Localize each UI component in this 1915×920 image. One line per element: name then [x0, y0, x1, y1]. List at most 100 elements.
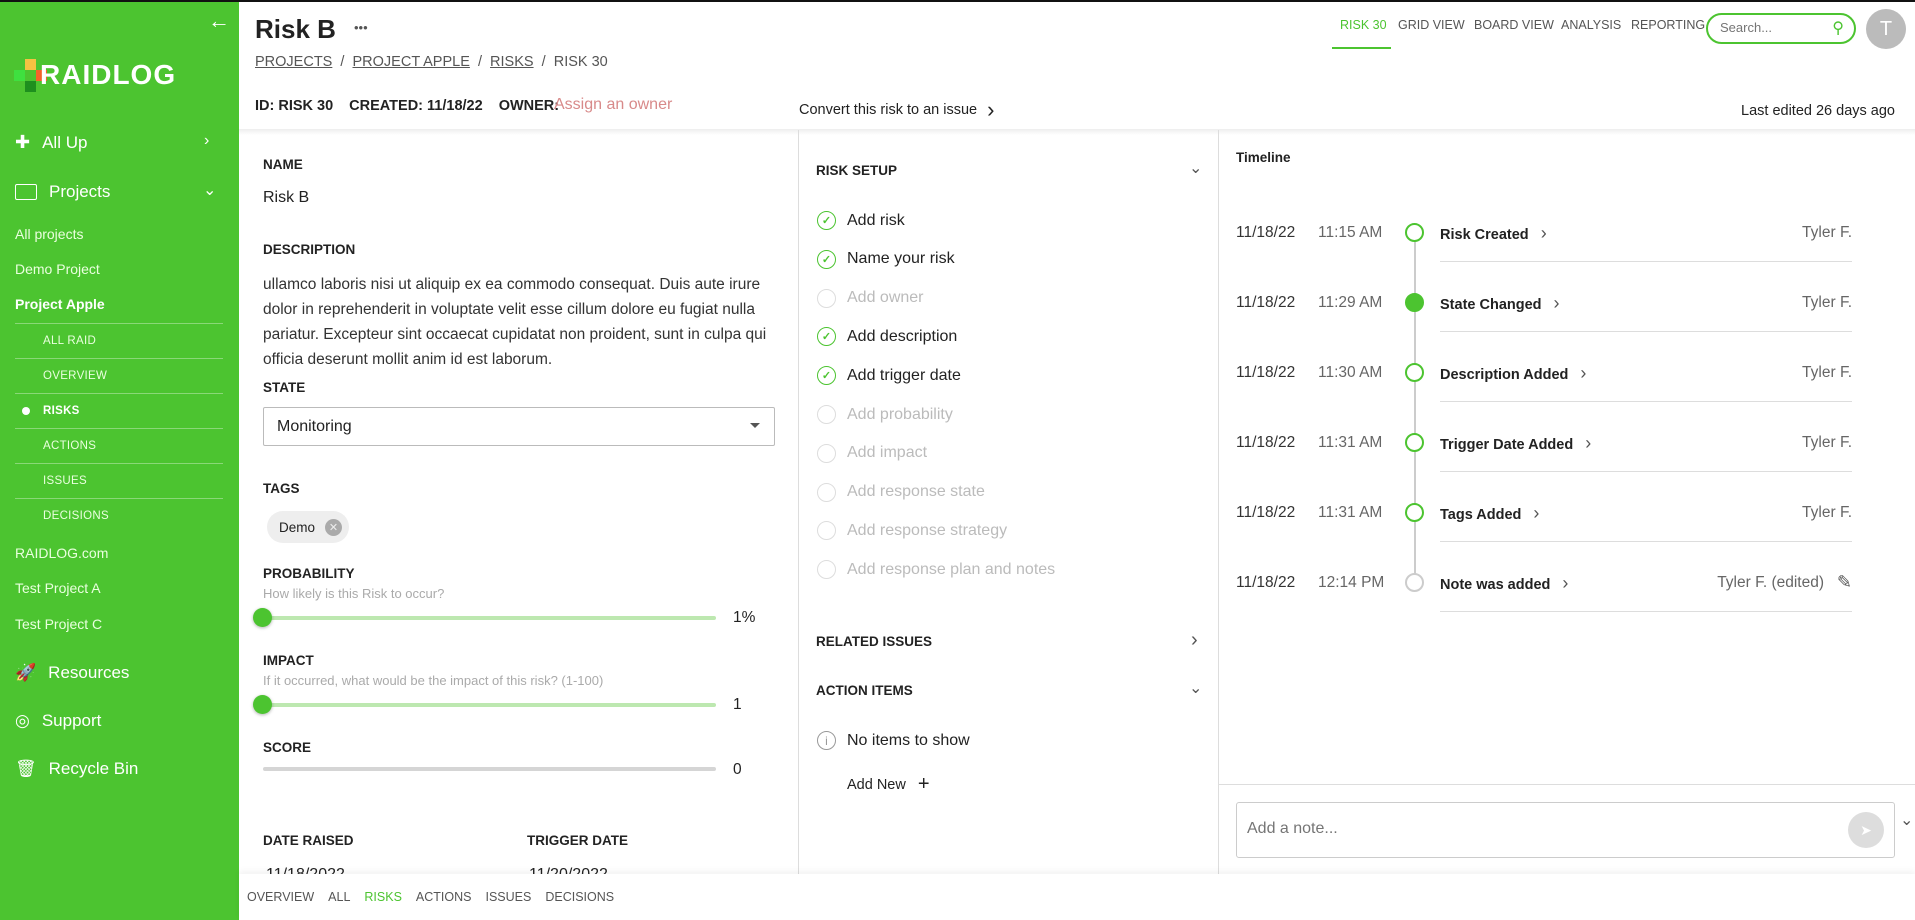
- empty-circle-icon: ✓: [817, 521, 836, 541]
- breadcrumb-project-apple[interactable]: PROJECT APPLE: [352, 54, 470, 70]
- search-icon[interactable]: ⚲: [1832, 20, 1844, 37]
- setup-item[interactable]: ✓ Add risk: [817, 211, 905, 230]
- impact-label: IMPACT: [263, 653, 314, 668]
- nav-recycle-bin[interactable]: 🗑 Recycle Bin: [15, 759, 139, 778]
- setup-item[interactable]: ✓Add response state: [817, 482, 985, 502]
- probability-value: 1%: [733, 609, 756, 626]
- timeline-event[interactable]: Risk Created ›: [1440, 223, 1547, 243]
- nav-support[interactable]: ◎ Support: [15, 711, 102, 730]
- nav-all-up[interactable]: ✚ All Up: [15, 132, 88, 152]
- nav-projects[interactable]: Projects: [15, 182, 110, 202]
- tags-label: TAGS: [263, 481, 300, 496]
- timeline-event[interactable]: State Changed ›: [1440, 293, 1560, 313]
- setup-item[interactable]: ✓ Add trigger date: [817, 366, 961, 386]
- page-title: Risk B: [255, 14, 336, 44]
- risk-name[interactable]: Risk B: [263, 189, 310, 206]
- note-box[interactable]: ➤: [1236, 802, 1895, 858]
- timeline-event[interactable]: Description Added ›: [1440, 363, 1587, 383]
- chevron-down-icon[interactable]: ⌄: [203, 182, 217, 199]
- nav-overview[interactable]: OVERVIEW: [15, 358, 223, 393]
- state-select[interactable]: Monitoring: [263, 407, 775, 446]
- nav-all-projects[interactable]: All projects: [15, 226, 84, 242]
- breadcrumb-projects[interactable]: PROJECTS: [255, 54, 333, 70]
- tab-analysis[interactable]: ANALYSIS: [1561, 18, 1622, 32]
- edit-pencil-icon[interactable]: ✎: [1836, 572, 1852, 592]
- bottom-tab-all[interactable]: ALL: [328, 890, 351, 904]
- timeline-user: Tyler F.: [1802, 224, 1852, 241]
- empty-circle-icon: ✓: [817, 405, 836, 424]
- timeline-dot-icon: [1405, 573, 1424, 592]
- nav-project-apple[interactable]: Project Apple: [15, 296, 105, 312]
- nav-actions[interactable]: ACTIONS: [15, 428, 223, 463]
- divider: [1440, 541, 1852, 542]
- probability-slider-track[interactable]: [263, 616, 716, 620]
- divider: [1440, 331, 1852, 332]
- setup-item[interactable]: ✓Add response plan and notes: [817, 560, 1055, 580]
- nav-all-raid[interactable]: ALL RAID: [15, 323, 223, 358]
- timeline-event[interactable]: Tags Added ›: [1440, 503, 1540, 523]
- tab-risk-30[interactable]: RISK 30: [1340, 18, 1387, 32]
- trigger-date-label: TRIGGER DATE: [527, 833, 628, 848]
- bottom-tab-overview[interactable]: OVERVIEW: [247, 890, 315, 904]
- created-date: CREATED: 11/18/22: [349, 98, 483, 114]
- nav-test-project-c[interactable]: Test Project C: [15, 616, 103, 632]
- note-input[interactable]: [1247, 820, 1807, 838]
- setup-item[interactable]: ✓Add owner: [817, 288, 924, 308]
- timeline-title: Timeline: [1236, 150, 1291, 165]
- bottom-tab-decisions[interactable]: DECISIONS: [545, 890, 615, 904]
- search-input[interactable]: [1720, 20, 1820, 35]
- empty-circle-icon: ✓: [817, 443, 836, 463]
- plus-icon: +: [917, 773, 930, 795]
- setup-item[interactable]: ✓Add probability: [817, 405, 953, 424]
- name-label: NAME: [263, 157, 303, 172]
- nav-issues[interactable]: ISSUES: [15, 463, 223, 498]
- impact-slider-thumb[interactable]: [253, 695, 272, 714]
- breadcrumb-risks[interactable]: RISKS: [490, 54, 534, 70]
- timeline-event[interactable]: Trigger Date Added ›: [1440, 433, 1592, 453]
- search-box[interactable]: ⚲: [1706, 13, 1856, 44]
- check-circle-icon: ✓: [817, 249, 836, 269]
- chevron-right-icon[interactable]: ›: [1191, 629, 1198, 651]
- action-items-header[interactable]: ACTION ITEMS: [816, 683, 913, 698]
- bottom-tab-actions[interactable]: ACTIONS: [415, 890, 472, 904]
- timeline-date: 11/18/22: [1236, 364, 1296, 381]
- chevron-right-icon: ›: [1585, 433, 1592, 453]
- avatar[interactable]: T: [1866, 9, 1906, 49]
- nav-risks[interactable]: RISKS: [15, 393, 223, 428]
- nav-decisions[interactable]: DECISIONS: [15, 498, 223, 533]
- chevron-right-icon[interactable]: ›: [204, 132, 210, 149]
- bottom-tab-risks[interactable]: RISKS: [364, 890, 402, 904]
- nav-resources[interactable]: 🚀 Resources: [15, 663, 130, 682]
- setup-item[interactable]: ✓Add response strategy: [817, 521, 1007, 541]
- send-icon[interactable]: ➤: [1848, 812, 1884, 848]
- probability-slider-thumb[interactable]: [253, 608, 272, 627]
- grid-icon: ✚: [15, 132, 31, 152]
- tab-board-view[interactable]: BOARD VIEW: [1474, 18, 1554, 32]
- chevron-down-icon[interactable]: ⌄: [1189, 680, 1203, 697]
- tab-grid-view[interactable]: GRID VIEW: [1398, 18, 1465, 32]
- timeline-row: 11/18/22 11:15 AM Risk Created › Tyler F…: [1236, 223, 1852, 264]
- chevron-right-icon: ›: [1562, 573, 1569, 593]
- add-new-action-button[interactable]: Add New +: [847, 773, 930, 795]
- related-issues-header[interactable]: RELATED ISSUES: [816, 634, 933, 649]
- assign-owner-link[interactable]: Assign an owner: [554, 96, 673, 113]
- tab-reporting[interactable]: REPORTING: [1631, 18, 1706, 32]
- impact-slider-track[interactable]: [263, 703, 716, 707]
- more-options-icon[interactable]: •••: [354, 20, 368, 35]
- setup-item[interactable]: ✓ Name your risk: [817, 249, 955, 269]
- risk-setup-header[interactable]: RISK SETUP: [816, 163, 898, 178]
- timeline-time: 11:30 AM: [1318, 364, 1383, 381]
- timeline-event[interactable]: Note was added ›: [1440, 573, 1569, 593]
- bottom-tab-issues[interactable]: ISSUES: [485, 890, 532, 904]
- convert-to-issue-button[interactable]: Convert this risk to an issue ›: [799, 97, 995, 122]
- nav-test-project-a[interactable]: Test Project A: [15, 580, 101, 596]
- collapse-sidebar-icon[interactable]: ←: [208, 8, 230, 33]
- nav-demo-project[interactable]: Demo Project: [15, 261, 100, 277]
- remove-tag-icon[interactable]: ✕: [325, 518, 343, 536]
- chevron-down-icon[interactable]: ⌄: [1189, 160, 1203, 177]
- setup-item[interactable]: ✓ Add description: [817, 327, 957, 347]
- risk-description[interactable]: ullamco laboris nisi ut aliquip ex ea co…: [263, 276, 767, 368]
- nav-raidlog-com[interactable]: RAIDLOG.com: [15, 545, 109, 561]
- chevron-down-icon[interactable]: ⌄: [1900, 812, 1914, 829]
- setup-item[interactable]: ✓Add impact: [817, 443, 927, 463]
